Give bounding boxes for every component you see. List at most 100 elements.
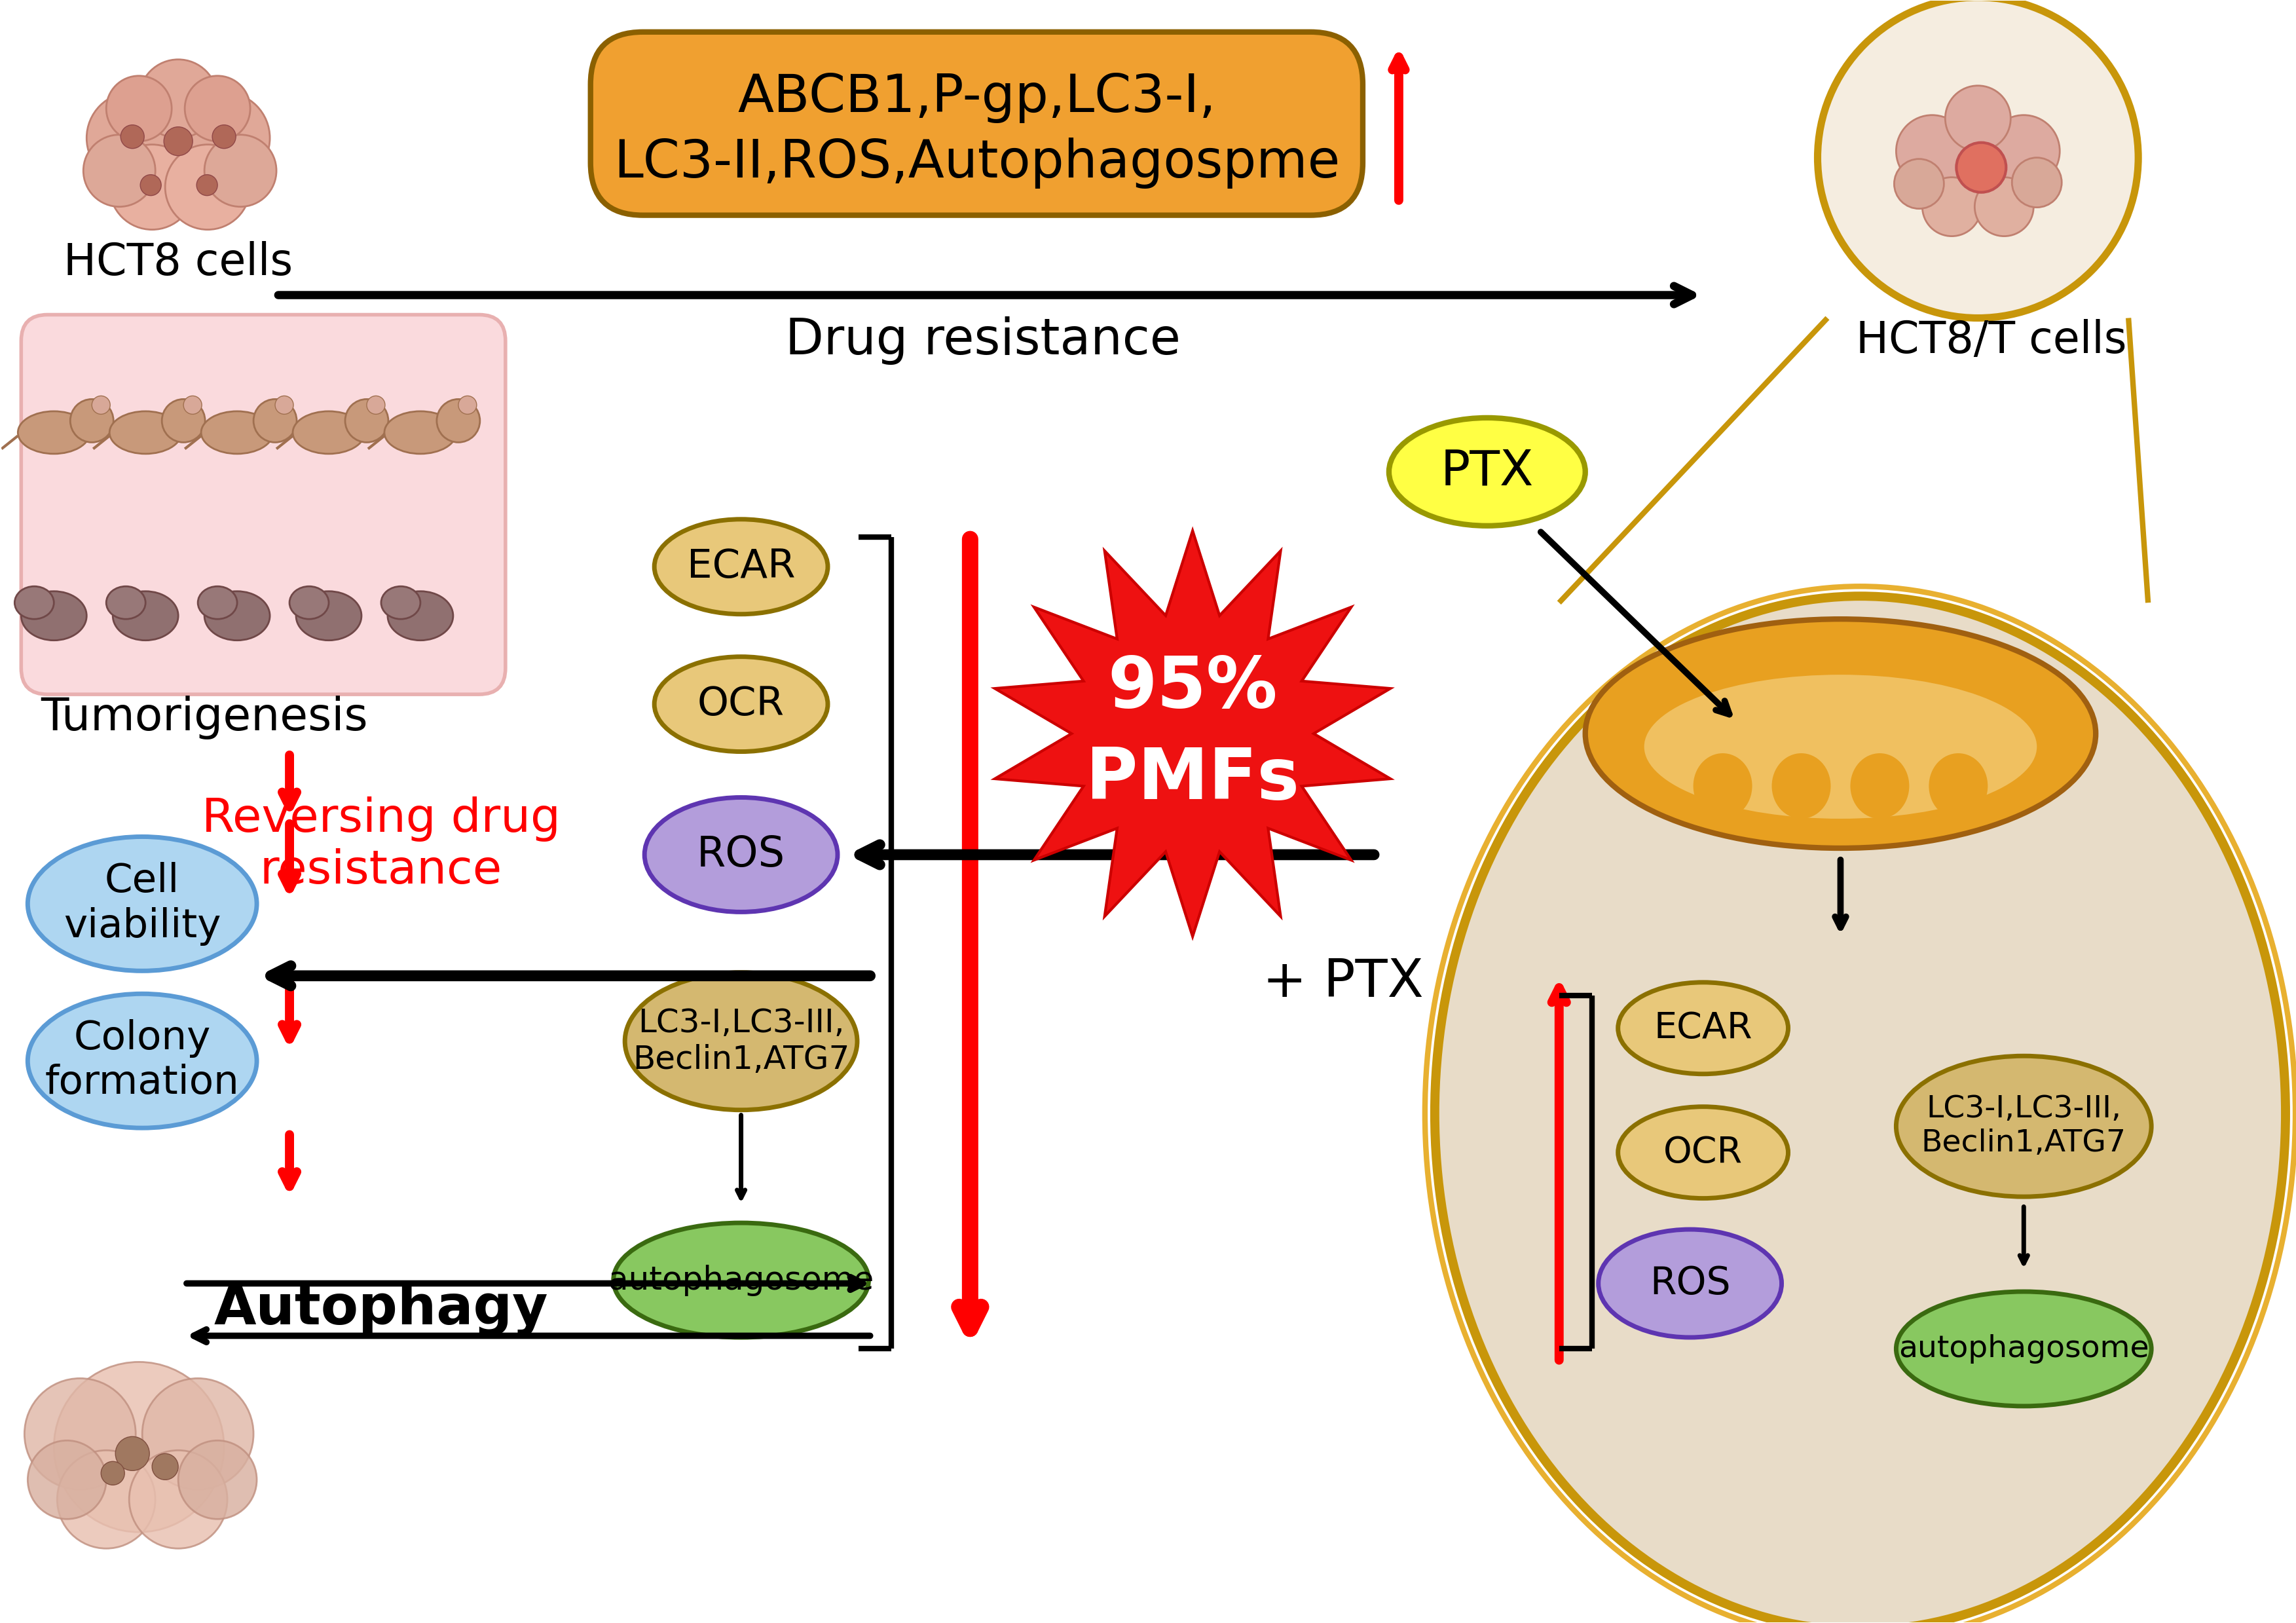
Circle shape: [142, 1378, 253, 1490]
Circle shape: [106, 76, 172, 141]
Ellipse shape: [613, 1222, 868, 1337]
Circle shape: [92, 396, 110, 414]
Circle shape: [184, 76, 250, 141]
Ellipse shape: [1598, 1229, 1782, 1337]
Text: ECAR: ECAR: [687, 547, 794, 586]
Text: OCR: OCR: [1662, 1134, 1743, 1170]
Ellipse shape: [1584, 618, 2096, 849]
Circle shape: [1936, 128, 2020, 213]
Text: Drug resistance: Drug resistance: [785, 316, 1180, 365]
Text: OCR: OCR: [698, 685, 785, 724]
Circle shape: [101, 1461, 124, 1485]
Circle shape: [204, 135, 276, 206]
Ellipse shape: [654, 519, 829, 613]
Circle shape: [1894, 159, 1945, 209]
Ellipse shape: [381, 586, 420, 618]
Circle shape: [2011, 157, 2062, 208]
Text: 95%: 95%: [1107, 652, 1277, 722]
Ellipse shape: [1896, 1292, 2151, 1406]
Polygon shape: [994, 531, 1391, 936]
Ellipse shape: [383, 411, 457, 454]
Circle shape: [140, 175, 161, 196]
Circle shape: [1922, 177, 1981, 237]
Circle shape: [140, 60, 218, 138]
Circle shape: [1818, 0, 2138, 318]
Text: ECAR: ECAR: [1653, 1011, 1752, 1045]
Ellipse shape: [1896, 1057, 2151, 1196]
Circle shape: [87, 93, 179, 183]
Ellipse shape: [204, 591, 271, 641]
Text: LC3-II,ROS,Autophagospme: LC3-II,ROS,Autophagospme: [613, 138, 1341, 188]
Ellipse shape: [197, 586, 236, 618]
Circle shape: [57, 1451, 156, 1548]
Circle shape: [163, 399, 204, 443]
Circle shape: [83, 135, 156, 206]
Text: Tumorigenesis: Tumorigenesis: [41, 695, 367, 738]
Text: LC3-I,LC3-III,
Beclin1,ATG7: LC3-I,LC3-III, Beclin1,ATG7: [634, 1008, 850, 1074]
Circle shape: [367, 396, 386, 414]
Circle shape: [253, 399, 296, 443]
Circle shape: [1945, 86, 2011, 151]
Ellipse shape: [388, 591, 452, 641]
Text: autophagosome: autophagosome: [608, 1264, 875, 1295]
Circle shape: [122, 125, 145, 148]
Circle shape: [179, 93, 271, 183]
Ellipse shape: [18, 411, 90, 454]
Text: ABCB1,P-gp,LC3-I,: ABCB1,P-gp,LC3-I,: [737, 71, 1217, 123]
Circle shape: [197, 175, 218, 196]
Text: HCT8/T cells: HCT8/T cells: [1855, 320, 2126, 362]
Circle shape: [276, 396, 294, 414]
Ellipse shape: [1692, 753, 1752, 818]
Ellipse shape: [113, 591, 179, 641]
Text: HCT8 cells: HCT8 cells: [64, 240, 294, 284]
Circle shape: [1896, 115, 1968, 187]
Circle shape: [115, 1436, 149, 1470]
Text: Autophagy: Autophagy: [214, 1282, 549, 1336]
Ellipse shape: [110, 411, 181, 454]
Ellipse shape: [28, 993, 257, 1128]
Circle shape: [25, 1378, 135, 1490]
Ellipse shape: [654, 657, 829, 751]
Ellipse shape: [289, 586, 328, 618]
Circle shape: [436, 399, 480, 443]
FancyBboxPatch shape: [21, 315, 505, 695]
Circle shape: [110, 144, 195, 229]
Circle shape: [459, 396, 478, 414]
Ellipse shape: [1851, 753, 1910, 818]
Circle shape: [184, 396, 202, 414]
Ellipse shape: [14, 586, 53, 618]
Ellipse shape: [1619, 1107, 1789, 1198]
Circle shape: [344, 399, 388, 443]
FancyBboxPatch shape: [590, 32, 1364, 216]
Circle shape: [165, 144, 250, 229]
Ellipse shape: [1619, 982, 1789, 1074]
Circle shape: [1975, 177, 2034, 237]
Circle shape: [71, 399, 113, 443]
Ellipse shape: [28, 837, 257, 971]
Circle shape: [119, 86, 236, 203]
Text: ROS: ROS: [1649, 1264, 1731, 1302]
Ellipse shape: [202, 411, 273, 454]
Ellipse shape: [21, 591, 87, 641]
Circle shape: [179, 1441, 257, 1519]
Ellipse shape: [294, 411, 365, 454]
Text: Reversing drug
resistance: Reversing drug resistance: [202, 797, 560, 894]
Text: Colony
formation: Colony formation: [46, 1019, 239, 1102]
Circle shape: [163, 127, 193, 156]
Circle shape: [1988, 115, 2060, 187]
Circle shape: [53, 1362, 225, 1532]
Text: ROS: ROS: [696, 834, 785, 875]
Ellipse shape: [1435, 596, 2285, 1623]
Text: Cell
viability: Cell viability: [64, 862, 220, 946]
Text: autophagosome: autophagosome: [1899, 1334, 2149, 1363]
Ellipse shape: [106, 586, 145, 618]
Text: PTX: PTX: [1440, 448, 1534, 495]
Circle shape: [129, 1451, 227, 1548]
Text: + PTX: + PTX: [1263, 958, 1424, 1008]
Text: PMFs: PMFs: [1086, 745, 1300, 815]
Text: LC3-I,LC3-III,
Beclin1,ATG7: LC3-I,LC3-III, Beclin1,ATG7: [1922, 1094, 2126, 1159]
Ellipse shape: [1929, 753, 1988, 818]
Circle shape: [152, 1454, 179, 1480]
Ellipse shape: [1773, 753, 1830, 818]
Ellipse shape: [625, 972, 856, 1110]
